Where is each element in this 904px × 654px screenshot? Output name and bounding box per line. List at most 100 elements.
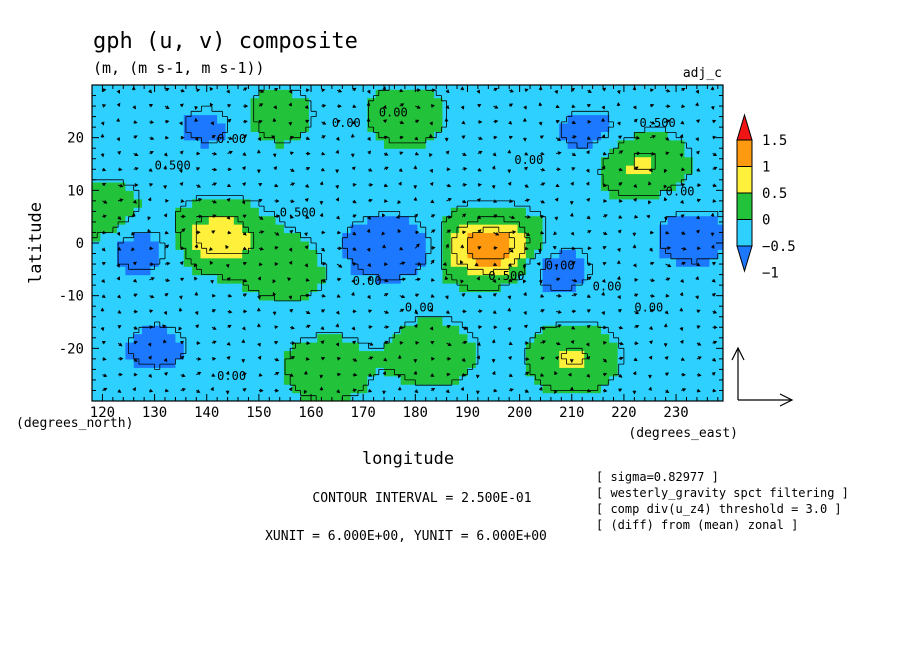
field-cell bbox=[559, 89, 569, 99]
wind-vector bbox=[211, 167, 218, 172]
wind-vector bbox=[289, 229, 294, 234]
field-cell bbox=[158, 165, 168, 175]
wind-vector bbox=[288, 247, 293, 252]
field-cell bbox=[300, 325, 310, 335]
wind-vector bbox=[180, 199, 185, 203]
wind-vector bbox=[321, 88, 326, 92]
field-cell bbox=[175, 375, 185, 385]
wind-vector bbox=[196, 389, 201, 393]
field-cell bbox=[142, 173, 151, 183]
field-cell bbox=[676, 308, 686, 318]
field-cell bbox=[684, 249, 694, 259]
wind-vector bbox=[211, 293, 216, 298]
field-cell bbox=[359, 173, 368, 183]
wind-vector bbox=[601, 117, 605, 122]
field-cell bbox=[684, 232, 694, 242]
field-cell bbox=[267, 190, 277, 200]
field-cell bbox=[133, 325, 143, 335]
wind-vector bbox=[570, 212, 574, 217]
field-cell bbox=[225, 190, 235, 200]
field-cell bbox=[375, 114, 385, 124]
field-cell bbox=[417, 89, 427, 99]
field-cell bbox=[175, 350, 185, 360]
field-cell bbox=[600, 375, 610, 385]
wind-vector bbox=[226, 342, 231, 346]
wind-vector bbox=[634, 166, 639, 171]
field-cell bbox=[434, 89, 444, 99]
wind-vector bbox=[367, 89, 371, 94]
field-cell bbox=[350, 392, 360, 401]
field-cell bbox=[250, 106, 260, 116]
wind-vector bbox=[414, 323, 418, 328]
field-cell bbox=[133, 291, 143, 301]
field-cell bbox=[150, 274, 160, 284]
field-cell bbox=[667, 97, 677, 107]
wind-vector bbox=[696, 373, 702, 377]
field-cell bbox=[484, 139, 494, 149]
field-cell bbox=[509, 308, 519, 318]
field-cell bbox=[651, 240, 660, 250]
wind-vector bbox=[477, 198, 481, 202]
wind-vector bbox=[319, 386, 324, 391]
field-cell bbox=[367, 207, 377, 217]
wind-vector bbox=[569, 200, 574, 205]
x-tick-label: 140 bbox=[194, 405, 219, 421]
field-cell bbox=[559, 266, 569, 276]
field-cell bbox=[317, 350, 327, 360]
field-cell bbox=[342, 131, 352, 141]
field-cell bbox=[676, 173, 686, 183]
wind-vector bbox=[305, 136, 311, 140]
wind-vector bbox=[196, 341, 201, 345]
field-cell bbox=[417, 240, 427, 250]
field-cell bbox=[409, 392, 418, 401]
field-cell bbox=[359, 131, 368, 141]
contour-lines bbox=[92, 85, 723, 401]
field-cell bbox=[617, 198, 627, 208]
field-cell bbox=[283, 249, 293, 259]
field-cell bbox=[692, 97, 702, 107]
field-cell bbox=[292, 224, 302, 234]
field-cell bbox=[325, 240, 335, 250]
field-cell bbox=[167, 392, 177, 401]
field-cell bbox=[100, 215, 110, 225]
field-cell bbox=[692, 316, 702, 326]
wind-vector bbox=[695, 137, 699, 142]
field-cell bbox=[642, 350, 652, 360]
field-cell bbox=[642, 85, 652, 90]
field-cell bbox=[125, 325, 135, 335]
wind-vector bbox=[164, 261, 171, 266]
wind-vector bbox=[132, 387, 136, 392]
field-cell bbox=[175, 232, 185, 242]
field-cell bbox=[667, 375, 677, 385]
field-cell bbox=[425, 291, 435, 301]
field-cell bbox=[175, 274, 185, 284]
wind-vector bbox=[180, 135, 185, 140]
wind-vector bbox=[147, 342, 152, 347]
wind-vector bbox=[288, 260, 293, 265]
field-cell bbox=[584, 139, 594, 149]
field-cell bbox=[258, 283, 268, 293]
wind-vector bbox=[321, 167, 326, 172]
wind-vector bbox=[445, 243, 449, 249]
field-cell bbox=[258, 89, 268, 99]
wind-vector bbox=[508, 373, 513, 377]
field-cell bbox=[384, 131, 393, 141]
wind-vector bbox=[210, 121, 214, 126]
field-cell bbox=[667, 232, 677, 242]
field-cell bbox=[584, 333, 594, 343]
field-cell bbox=[525, 181, 535, 191]
wind-vector bbox=[290, 325, 295, 330]
wind-vector bbox=[366, 247, 371, 252]
wind-vector bbox=[552, 246, 557, 250]
field-cell bbox=[267, 156, 277, 166]
field-cell bbox=[559, 148, 569, 158]
field-cell bbox=[283, 139, 293, 149]
field-cell bbox=[626, 299, 635, 309]
field-cell bbox=[359, 249, 368, 259]
field-cell bbox=[626, 114, 635, 124]
field-cell bbox=[150, 299, 160, 309]
field-cell bbox=[300, 367, 310, 377]
field-cell bbox=[542, 224, 552, 234]
wind-vector bbox=[618, 150, 624, 154]
field-cell bbox=[108, 122, 118, 132]
